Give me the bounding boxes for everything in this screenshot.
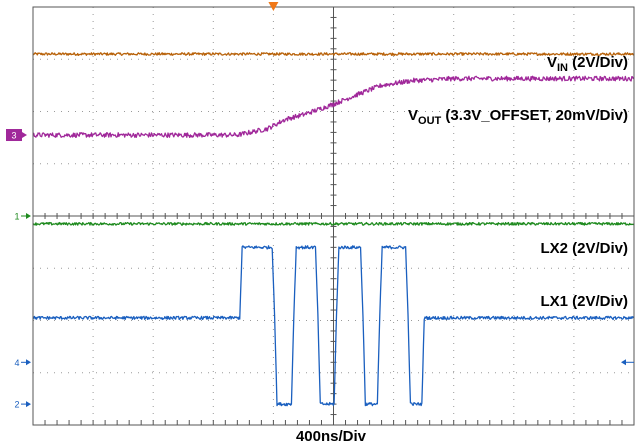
series-label-main: V <box>547 54 557 71</box>
channel-marker-1-text: 1 <box>14 212 19 222</box>
series-label-0: VIN (2V/Div) <box>547 54 628 74</box>
channel-marker-extra-0-text: 2 <box>14 400 19 410</box>
series-labels: VIN (2V/Div)VOUT (3.3V_OFFSET, 20mV/Div)… <box>408 54 628 310</box>
series-trace-1 <box>32 75 635 139</box>
series-label-subscript: IN <box>557 62 568 74</box>
channel-marker-1-arrow <box>26 213 31 219</box>
series-label-tail: (3.3V_OFFSET, 20mV/Div) <box>441 107 628 124</box>
series-label-subscript: OUT <box>418 115 442 127</box>
grid <box>32 6 635 426</box>
x-axis-label: 400ns/Div <box>296 428 367 445</box>
series-label-tail: (2V/Div) <box>568 54 628 71</box>
plot-frame <box>32 6 635 426</box>
plot-border <box>32 6 635 426</box>
series-label-main: LX2 (2V/Div) <box>540 240 628 257</box>
channel-marker-3: 3 <box>6 129 27 142</box>
channel-markers: 3 1 4 2 <box>6 2 634 410</box>
channel-marker-3-arrow <box>22 132 27 139</box>
series-label-3: LX1 (2V/Div) <box>540 293 628 310</box>
series-trace-3 <box>32 245 635 407</box>
channel-marker-3-text: 3 <box>11 131 16 141</box>
series-label-2: LX2 (2V/Div) <box>540 240 628 257</box>
channel-marker-4-text: 4 <box>14 358 19 368</box>
right-marker-arrow <box>621 359 626 366</box>
series-trace-0 <box>32 52 635 56</box>
trigger-marker <box>268 2 279 11</box>
channel-marker-4: 4 <box>14 358 31 368</box>
series-trace-2 <box>32 221 635 226</box>
traces <box>32 52 635 407</box>
series-label-main: V <box>408 107 418 124</box>
channel-marker-extra-0-arrow <box>26 401 31 408</box>
channel-marker-extra-0: 2 <box>14 400 31 410</box>
channel-marker-4-arrow <box>26 359 31 366</box>
channel-marker-1: 1 <box>14 212 31 222</box>
channel-marker-3-box <box>6 129 22 142</box>
series-label-main: LX1 (2V/Div) <box>540 293 628 310</box>
series-label-1: VOUT (3.3V_OFFSET, 20mV/Div) <box>408 107 628 127</box>
